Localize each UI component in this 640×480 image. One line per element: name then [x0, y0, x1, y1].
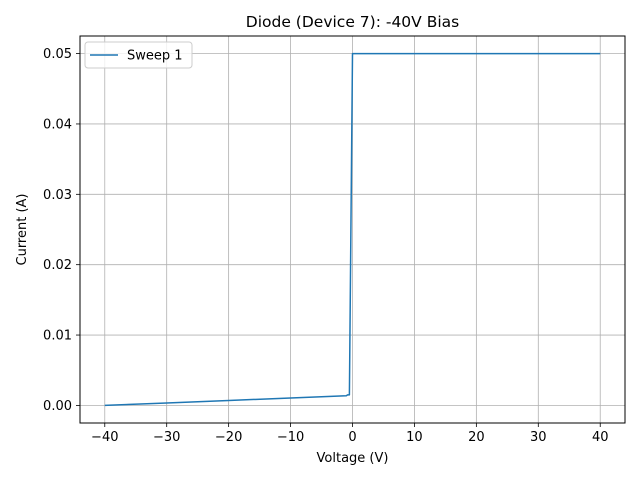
series-line-1 — [104, 52, 601, 407]
y-axis-label: Current (A) — [15, 194, 30, 266]
ticks: −40 −30 −20 −10 0 10 20 30 40 0.00 0.01 0.02 0.03 0.0… — [43, 47, 608, 445]
legend-box — [84, 41, 193, 69]
y-tick-label: 0.04 — [43, 117, 72, 132]
x-axis-label: Voltage (V) — [317, 451, 389, 466]
y-tick-label: 0.02 — [43, 258, 72, 273]
x-tick-label: 20 — [468, 430, 485, 445]
x-tick-label: 30 — [530, 430, 547, 445]
x-tick-label: −10 — [277, 430, 304, 445]
x-tick-label: −40 — [91, 430, 118, 445]
x-tick-label: −30 — [153, 430, 180, 445]
y-tick-label: 0.00 — [43, 399, 72, 414]
y-tick-label: 0.03 — [43, 188, 72, 203]
x-tick-label: 40 — [592, 430, 609, 445]
x-tick-label: 10 — [406, 430, 423, 445]
series-layer — [104, 52, 601, 407]
legend: Sweep 1 — [84, 41, 193, 69]
y-tick-label: 0.05 — [43, 47, 72, 62]
chart-title: Diode (Device 7): -40V Bias — [246, 13, 459, 31]
y-tick-label: 0.01 — [43, 329, 72, 344]
x-tick-label: −20 — [215, 430, 242, 445]
legend-label-sweep-1: Sweep 1 — [127, 49, 183, 64]
x-tick-label: 0 — [348, 430, 356, 445]
